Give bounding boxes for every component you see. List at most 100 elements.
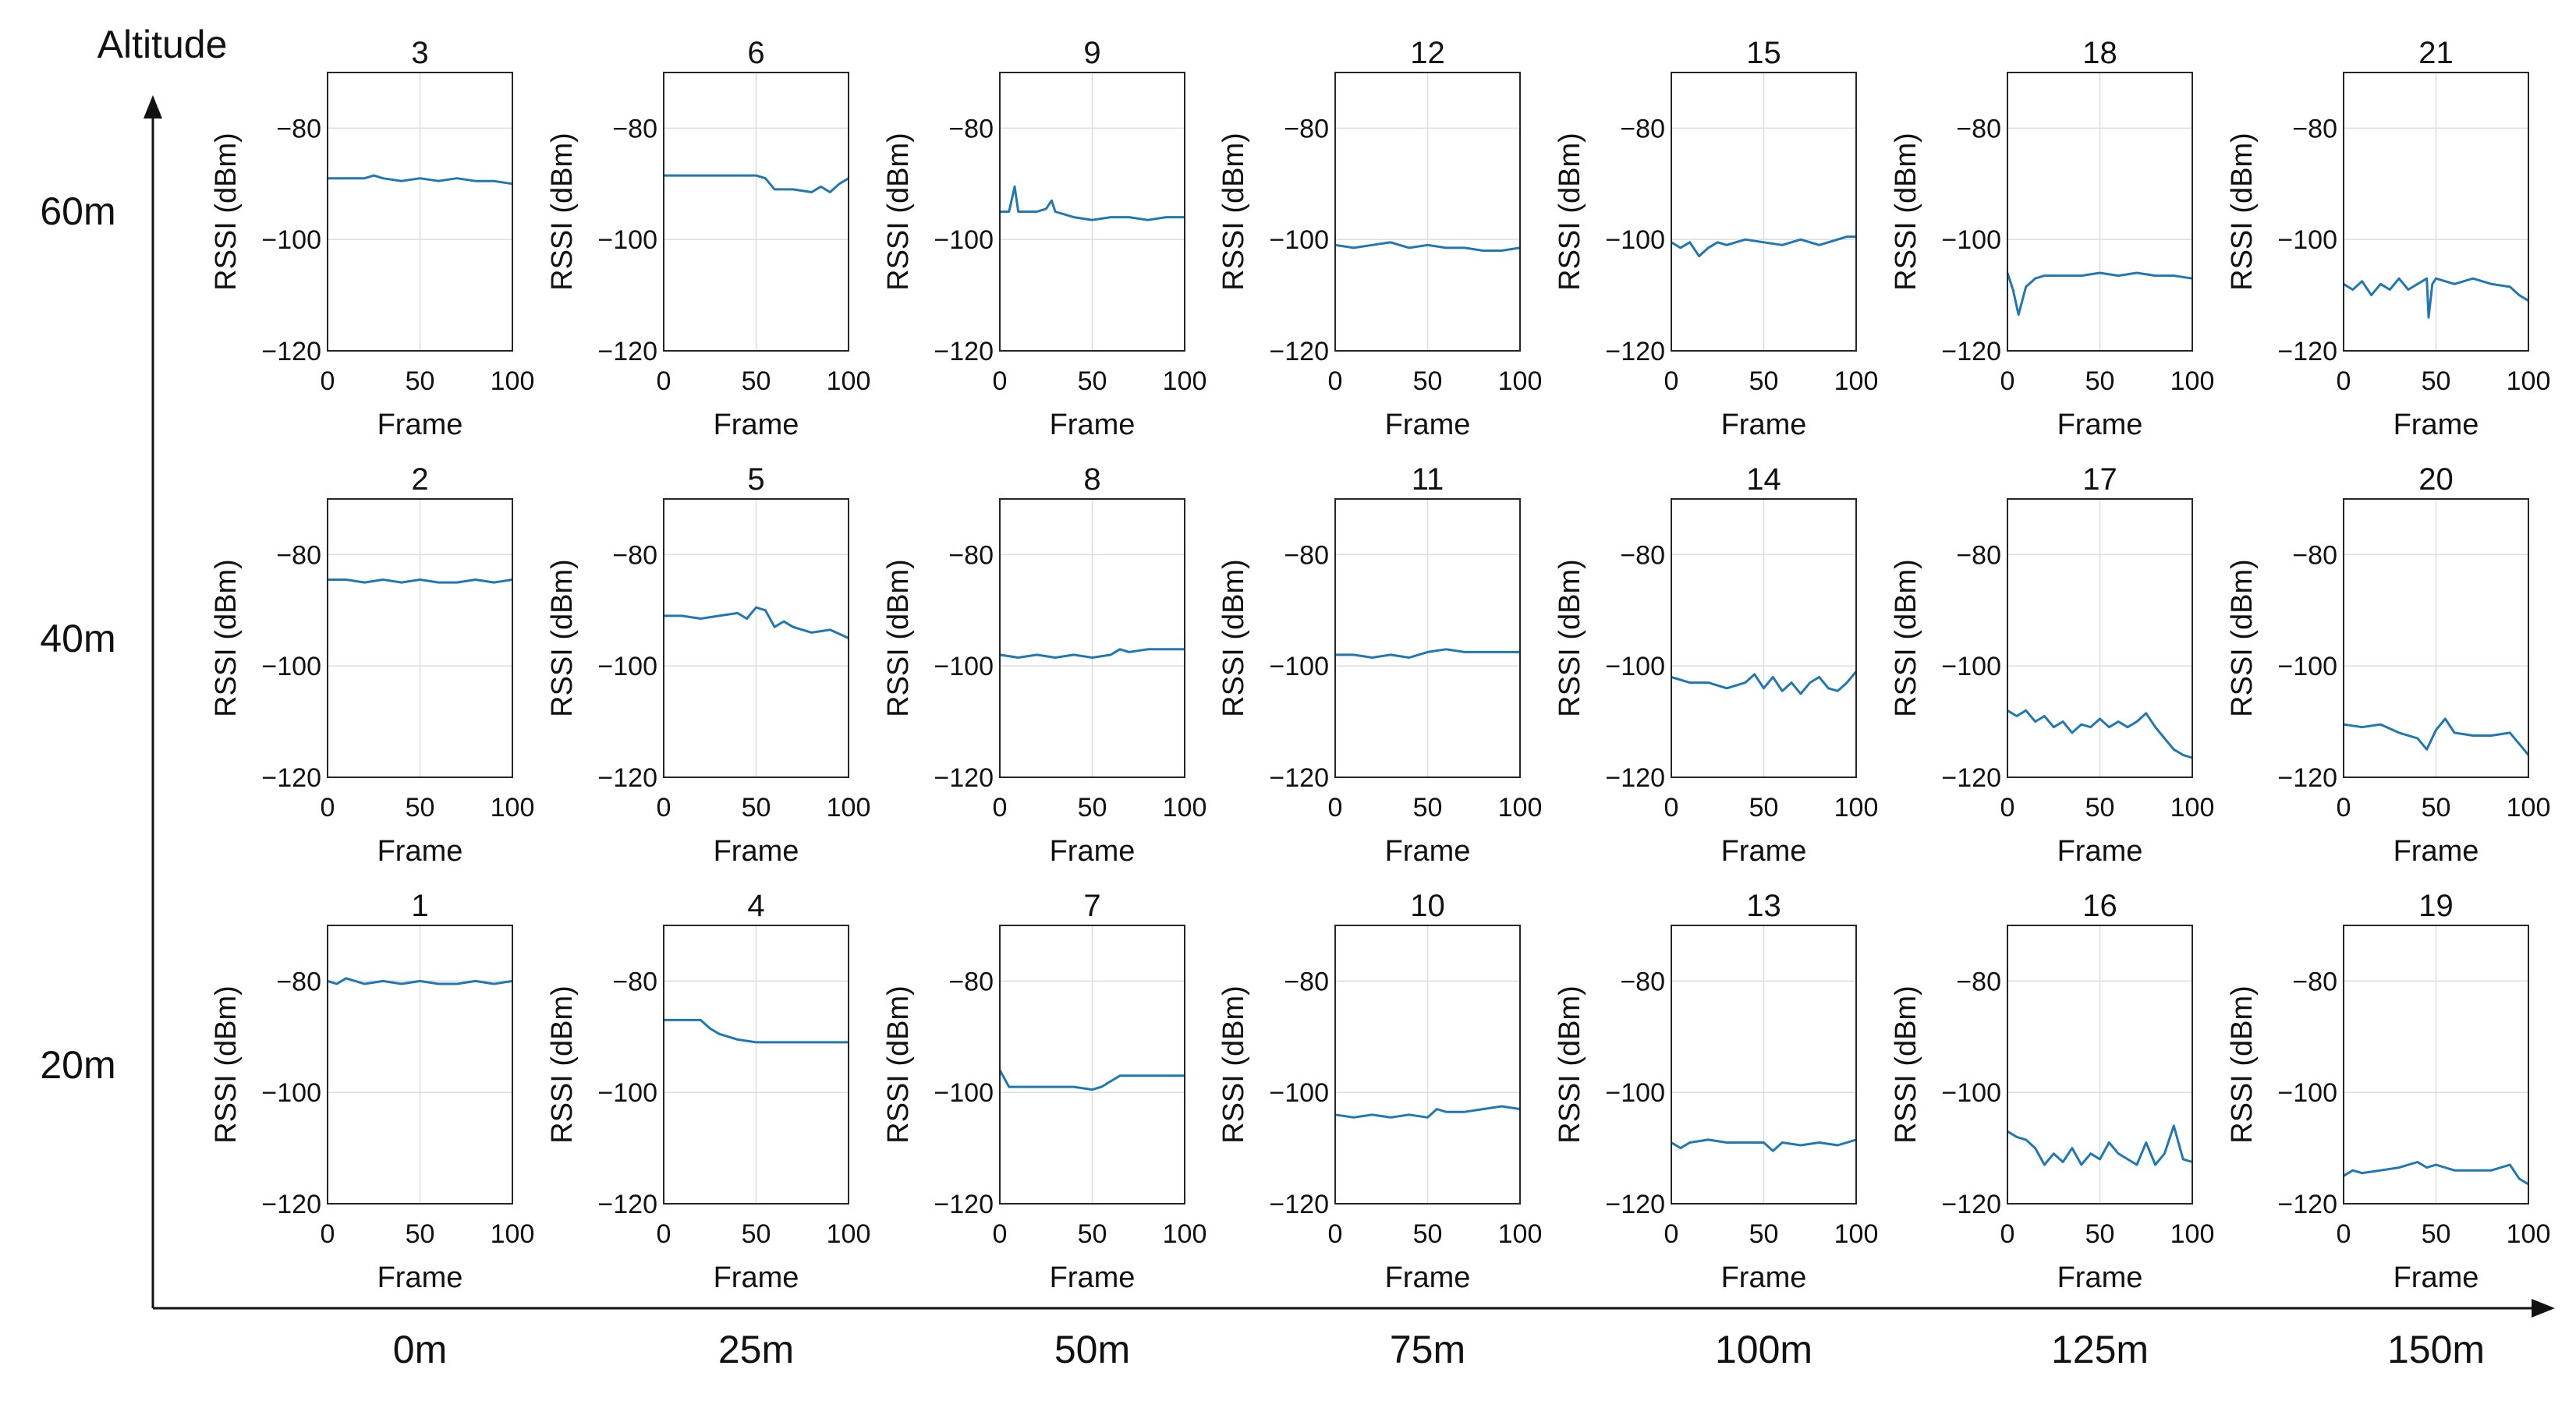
plot-border	[1334, 72, 1521, 352]
y-tick-label: −120	[597, 337, 657, 366]
y-tick-label: −100	[934, 1078, 994, 1108]
x-tick-label: 0	[657, 793, 671, 823]
outer-y-categories: 60m 40m 20m	[40, 189, 115, 1087]
x-tick-label: 100	[2507, 1219, 2551, 1249]
x-axis-label: Frame	[2394, 835, 2479, 868]
x-tick-label: 0	[1328, 1219, 1343, 1249]
y-tick-label: −100	[1605, 652, 1665, 681]
outer-axes: Altitude	[97, 23, 2555, 1318]
y-tick-label: −80	[2292, 967, 2337, 996]
distance-label: 25m	[718, 1328, 794, 1371]
subplot-title: 20	[2418, 462, 2454, 497]
x-tick-label: 50	[1078, 1219, 1107, 1249]
x-axis-label: Frame	[1385, 1261, 1471, 1294]
subplot-20: 20 0 50 100 −80 −100 −120 Frame RSSI (dBm)	[2226, 462, 2550, 868]
x-tick-label: 100	[1163, 793, 1207, 823]
rssi-line	[1000, 185, 1185, 221]
plot-border	[1671, 498, 1857, 778]
x-axis-label: Frame	[377, 1261, 463, 1294]
x-tick-label: 0	[2337, 793, 2351, 823]
x-tick-label: 50	[406, 366, 435, 396]
x-tick-label: 50	[1749, 366, 1779, 396]
y-axis-label: RSSI (dBm)	[1554, 985, 1586, 1144]
x-tick-label: 100	[2170, 793, 2215, 823]
y-tick-label: −120	[261, 763, 321, 793]
y-tick-label: −100	[2277, 225, 2337, 255]
x-axis-label: Frame	[2057, 835, 2143, 868]
rssi-line	[2007, 1124, 2193, 1166]
subplot-title: 1	[411, 889, 428, 923]
x-axis-label: Frame	[2057, 1261, 2143, 1294]
x-tick-label: 100	[1834, 366, 1879, 396]
x-tick-label: 100	[1498, 1219, 1543, 1249]
plot-border	[327, 498, 513, 778]
y-axis-label: RSSI (dBm)	[882, 133, 915, 291]
y-axis-label: RSSI (dBm)	[210, 133, 243, 291]
plot-border	[2343, 72, 2529, 352]
y-tick-label: −80	[2292, 114, 2337, 143]
x-tick-label: 0	[321, 793, 335, 823]
outer-x-categories: 0m 25m 50m 75m 100m 125m 150m	[393, 1328, 2485, 1371]
subplot-7: 7 0 50 100 −80 −100 −120 Frame RSSI (dBm)	[882, 889, 1207, 1294]
x-tick-label: 50	[1413, 366, 1443, 396]
x-tick-label: 0	[2000, 1219, 2015, 1249]
x-axis-label: Frame	[1721, 1261, 1807, 1294]
subplot-title: 13	[1746, 889, 1781, 923]
plot-border	[999, 498, 1185, 778]
y-tick-label: −120	[1941, 763, 2001, 793]
y-tick-label: −80	[276, 114, 321, 143]
y-axis-label: RSSI (dBm)	[1890, 985, 1922, 1144]
y-tick-label: −100	[261, 1078, 321, 1108]
y-tick-label: −80	[2292, 540, 2337, 570]
y-tick-label: −120	[1605, 1190, 1665, 1219]
distance-label: 50m	[1054, 1328, 1130, 1371]
y-tick-label: −120	[1605, 763, 1665, 793]
y-tick-label: −100	[261, 652, 321, 681]
x-tick-label: 0	[2337, 366, 2351, 396]
x-axis-label: Frame	[1385, 409, 1471, 441]
y-axis-label: RSSI (dBm)	[1217, 985, 1250, 1144]
x-tick-label: 0	[1664, 793, 1679, 823]
subplot-1: 1 0 50 100 −80 −100 −120 Frame RSSI (dBm)	[210, 889, 534, 1294]
y-tick-label: −100	[597, 652, 657, 681]
x-axis-label: Frame	[2394, 1261, 2479, 1294]
subplot-12: 12 0 50 100 −80 −100 −120 Frame RSSI (dBm)	[1217, 36, 1542, 441]
y-tick-label: −120	[261, 1190, 321, 1219]
subplot-title: 8	[1083, 462, 1100, 497]
y-axis-label: RSSI (dBm)	[1554, 559, 1586, 717]
distance-label: 150m	[2387, 1328, 2485, 1371]
y-tick-label: −120	[2277, 337, 2337, 366]
subplot-3: 3 0 50 100 −80 −100 −120 Frame RSSI (dBm)	[210, 36, 534, 441]
y-axis-label: RSSI (dBm)	[546, 985, 579, 1144]
y-tick-label: −80	[612, 114, 657, 143]
x-axis-label: Frame	[714, 409, 799, 441]
x-axis-label: Frame	[2057, 409, 2143, 441]
x-axis-label: Frame	[1050, 1261, 1136, 1294]
subplot-14: 14 0 50 100 −80 −100 −120 Frame RSSI (dBm)	[1554, 462, 1878, 868]
subplot-title: 9	[1083, 36, 1100, 70]
y-axis-label: RSSI (dBm)	[1217, 133, 1250, 291]
x-axis-label: Frame	[2394, 409, 2479, 441]
subplot-2: 2 0 50 100 −80 −100 −120 Frame RSSI (dBm)	[210, 462, 534, 868]
x-tick-label: 50	[2085, 1219, 2115, 1249]
rssi-line	[664, 1018, 849, 1044]
y-tick-label: −80	[1620, 540, 1665, 570]
y-tick-label: −120	[934, 1190, 994, 1219]
x-tick-label: 0	[1664, 366, 1679, 396]
subplot-11: 11 0 50 100 −80 −100 −120 Frame RSSI (dBm)	[1217, 462, 1542, 868]
x-tick-label: 50	[406, 1219, 435, 1249]
x-tick-label: 100	[491, 1219, 535, 1249]
x-tick-label: 50	[2422, 793, 2451, 823]
altitude-label: 60m	[40, 189, 115, 233]
subplot-16: 16 0 50 100 −80 −100 −120 Frame RSSI (dBm)	[1890, 889, 2214, 1294]
y-tick-label: −120	[934, 337, 994, 366]
subplot-title: 18	[2082, 36, 2117, 70]
y-tick-label: −120	[1269, 763, 1329, 793]
y-tick-label: −80	[276, 967, 321, 996]
x-tick-label: 100	[2170, 366, 2215, 396]
y-axis-label: RSSI (dBm)	[1217, 559, 1250, 717]
subplot-title: 17	[2082, 462, 2117, 497]
